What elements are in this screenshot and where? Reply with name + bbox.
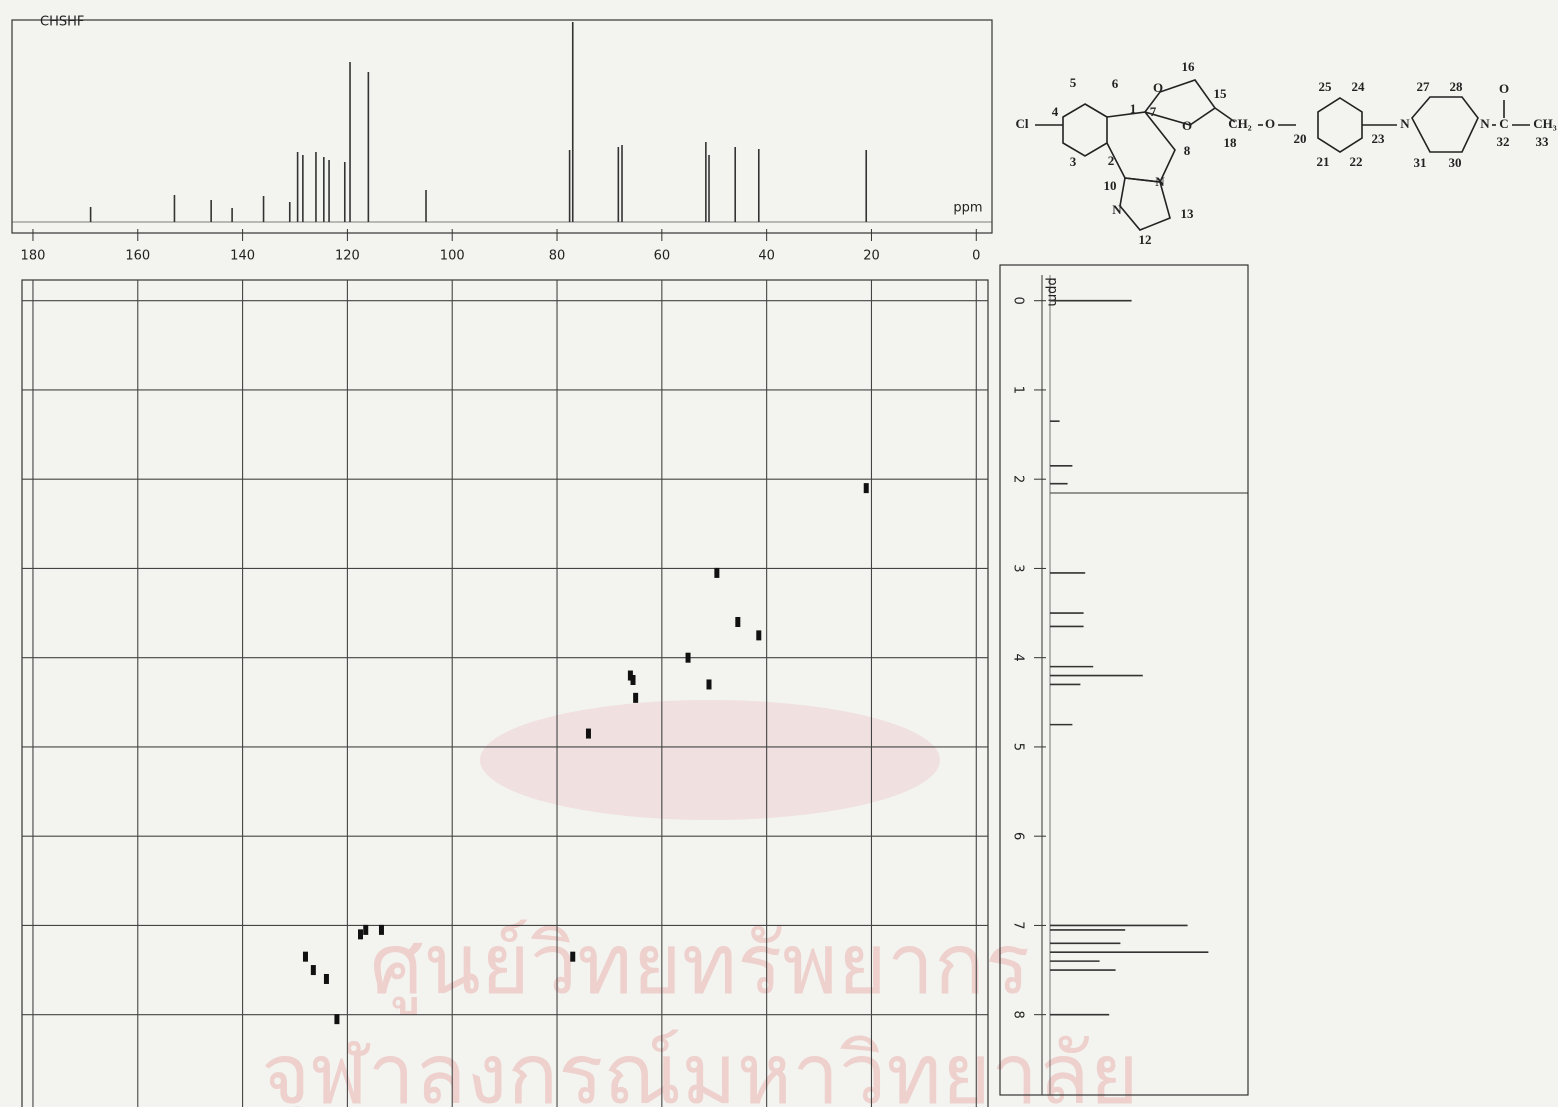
tick-label: 40: [758, 249, 775, 264]
ring: [1143, 79, 1217, 126]
atom-label: O: [1499, 81, 1509, 96]
atom-label: 24: [1352, 79, 1366, 94]
atom-label: Cl: [1016, 116, 1029, 131]
tick-label: 6: [1011, 832, 1026, 840]
atom-label: 1: [1130, 101, 1137, 116]
ring: [1062, 103, 1108, 157]
atom-label: 30: [1449, 155, 1462, 170]
atom-label: 16: [1182, 59, 1196, 74]
atom-label: 31: [1414, 155, 1427, 170]
tick-label: 4: [1011, 654, 1026, 662]
cross-peak: [630, 675, 636, 685]
cross-peak: [735, 616, 741, 627]
atom-label: 7: [1150, 104, 1157, 119]
tick-label: 1: [1011, 386, 1026, 394]
cross-peak: [310, 965, 316, 976]
tick-label: 0: [1011, 297, 1026, 305]
tick-label: 5: [1011, 743, 1026, 751]
tick-label: 2: [1011, 475, 1026, 483]
ring: [1106, 111, 1176, 183]
atom-label: 2: [1108, 153, 1115, 168]
atom-label: O: [1265, 116, 1275, 131]
chart-title: CHSHF: [40, 15, 84, 30]
tick-label: 140: [230, 249, 255, 264]
cross-peak: [302, 951, 308, 962]
ring: [1317, 97, 1363, 153]
tick-label: 60: [654, 249, 671, 264]
watermark-emblem: [480, 700, 940, 820]
cross-peak: [756, 630, 762, 641]
cross-peak: [627, 670, 633, 681]
tick-label: 120: [335, 249, 360, 264]
cross-peak: [633, 692, 639, 703]
tick-label: 100: [440, 249, 465, 264]
tick-label: 0: [972, 249, 980, 264]
atom-label: 20: [1294, 131, 1307, 146]
atom-label: 12: [1139, 232, 1152, 247]
atom-label: 22: [1350, 154, 1363, 169]
tick-label: 8: [1011, 1011, 1026, 1019]
ring: [1411, 96, 1479, 153]
cross-peak: [363, 924, 369, 935]
atom-label: O: [1182, 118, 1192, 133]
atom-label: O: [1153, 80, 1163, 95]
atom-label: 28: [1450, 79, 1464, 94]
atom-label: 32: [1497, 134, 1510, 149]
cross-peak: [570, 951, 576, 962]
atom-label: N: [1112, 202, 1122, 217]
cross-peak: [685, 652, 691, 663]
tick-label: 20: [863, 249, 880, 264]
tick-label: 160: [125, 249, 150, 264]
cross-peak: [378, 924, 384, 935]
carbon-panel: [11, 19, 993, 234]
atom-label: 5: [1070, 75, 1077, 90]
tick-label: 7: [1011, 921, 1026, 929]
atom-label: 15: [1214, 86, 1228, 101]
cross-peak: [863, 483, 869, 494]
correlation-panel: [21, 279, 989, 1107]
atom-label: 33: [1536, 134, 1550, 149]
atom-label: 25: [1319, 79, 1333, 94]
tick-label: 180: [21, 249, 46, 264]
cross-peak: [323, 973, 329, 984]
bond: [1214, 107, 1236, 123]
watermark-text: จุฬาลงกรณ์มหาวิทยาลัย: [261, 1025, 1139, 1107]
atom-label: 4: [1052, 104, 1059, 119]
atom-label: 23: [1372, 131, 1386, 146]
watermark-text: ศูนย์วิทยทรัพยากร: [370, 915, 1030, 1015]
cross-peak: [714, 567, 720, 578]
atom-label: N: [1480, 116, 1490, 131]
axis-label: ppm: [1045, 277, 1060, 306]
atom-label: 21: [1317, 154, 1330, 169]
ring: [1119, 177, 1171, 231]
atom-label: 10: [1104, 178, 1117, 193]
cross-peak: [585, 728, 591, 739]
tick-label: 3: [1011, 564, 1026, 572]
tick-label: 80: [549, 249, 566, 264]
atom-label: N: [1400, 116, 1410, 131]
atom-label: CH₂: [1228, 116, 1252, 131]
atom-label: 3: [1070, 154, 1077, 169]
cross-peak: [358, 929, 364, 940]
atom-label: 18: [1224, 135, 1238, 150]
atom-label: N: [1155, 174, 1165, 189]
watermark-layer: ศูนย์วิทยทรัพยากร จุฬาลงกรณ์มหาวิทยาลัย: [261, 700, 1139, 1107]
atom-label: 27: [1417, 79, 1431, 94]
atom-label: 8: [1184, 143, 1191, 158]
atom-label: C: [1499, 116, 1508, 131]
atom-label: 6: [1112, 76, 1119, 91]
cross-peak: [334, 1014, 340, 1025]
atom-label: CH₃: [1533, 116, 1557, 131]
atom-label: 13: [1181, 206, 1195, 221]
axis-label: ppm: [953, 201, 982, 216]
cross-peak: [706, 679, 712, 690]
proton-panel: [999, 264, 1249, 1096]
